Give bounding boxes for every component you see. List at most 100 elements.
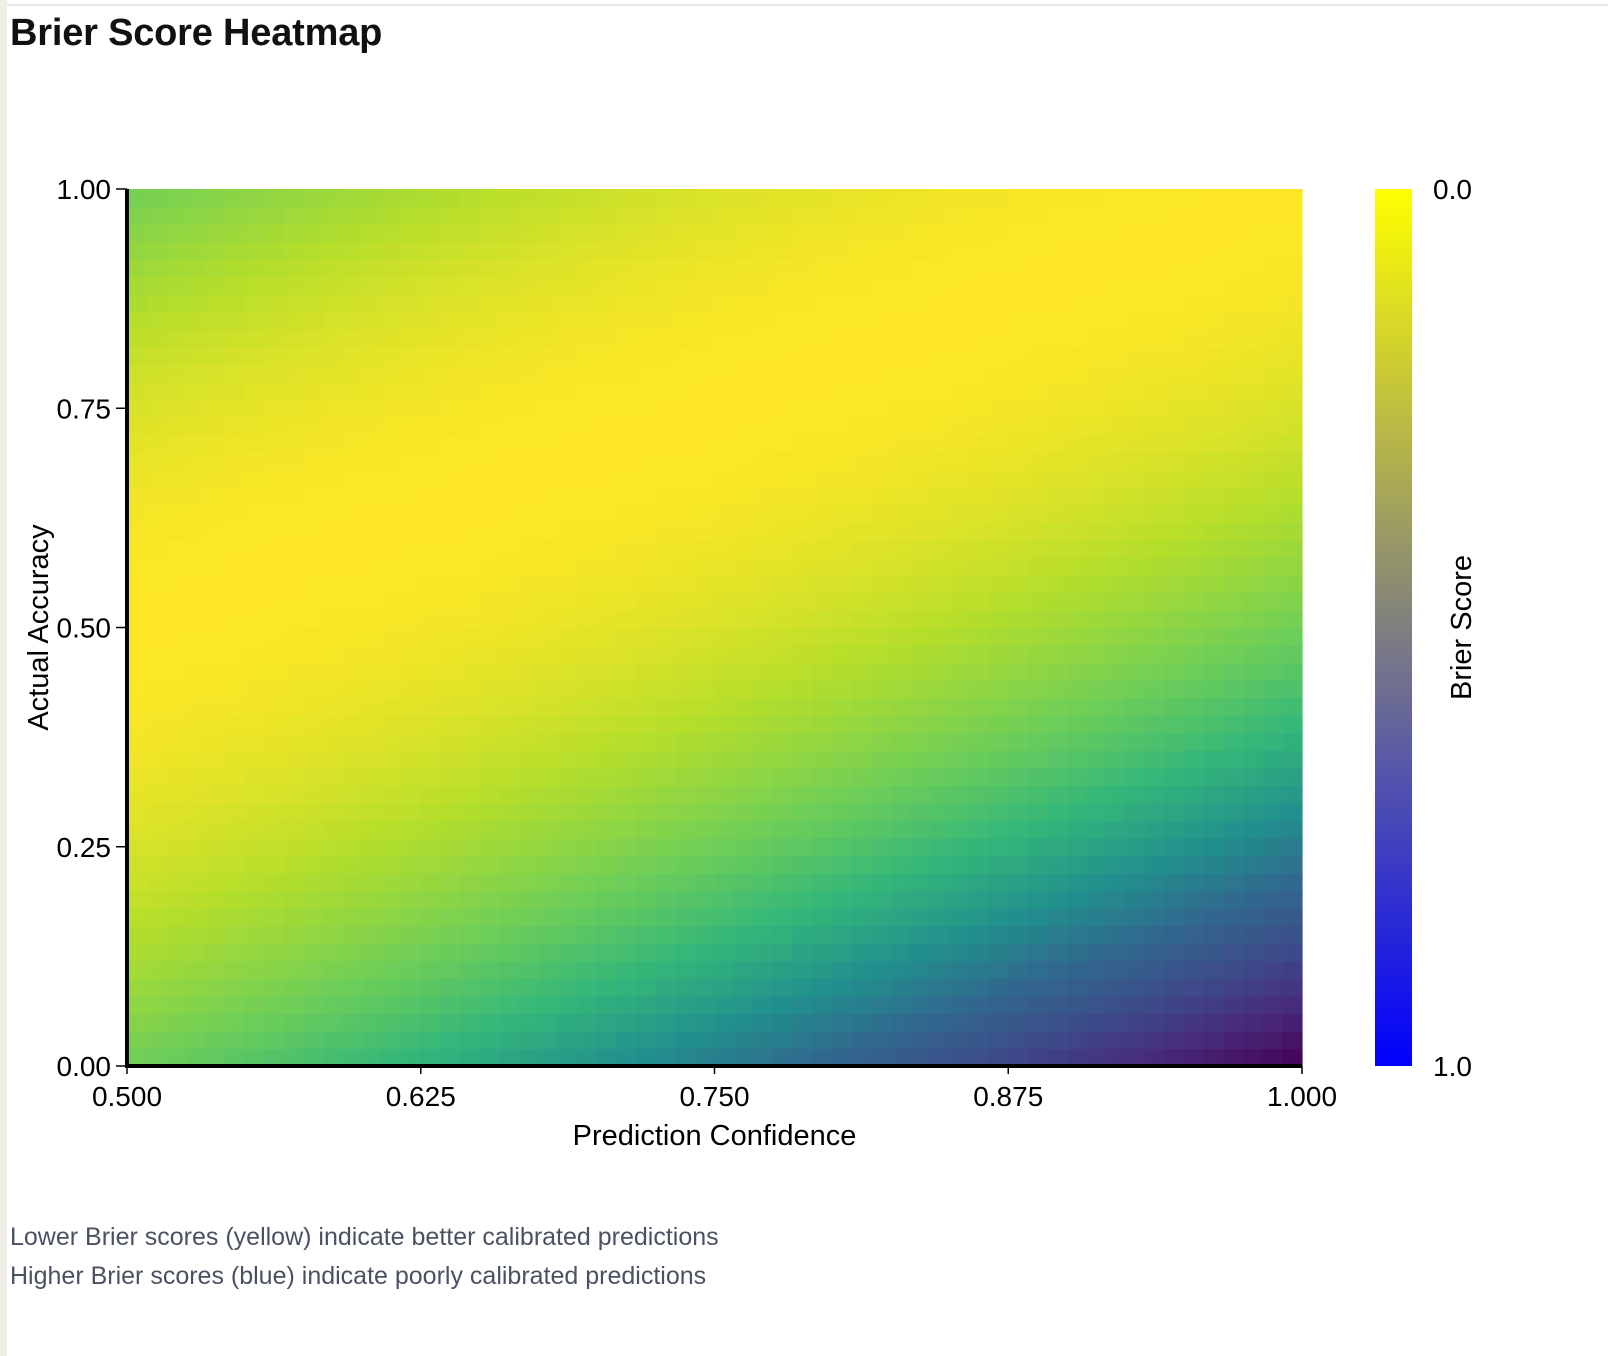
heatmap-cell (1125, 943, 1146, 962)
heatmap-cell (871, 662, 892, 681)
heatmap-cell (303, 224, 324, 243)
heatmap-cell (1008, 364, 1029, 383)
heatmap-cell (401, 978, 422, 997)
heatmap-cell (479, 645, 500, 664)
heatmap-cell (577, 329, 598, 348)
heatmap-cell (1106, 522, 1127, 541)
heatmap-cell (734, 715, 755, 734)
heatmap-cell (812, 399, 833, 418)
heatmap-cell (479, 434, 500, 453)
heatmap-cell (342, 469, 363, 488)
heatmap-cell (381, 645, 402, 664)
heatmap-cell (753, 627, 774, 646)
heatmap-cell (185, 487, 206, 506)
heatmap-cell (166, 417, 187, 436)
heatmap-cell (832, 329, 853, 348)
heatmap-cell (518, 890, 539, 909)
heatmap-cell (1145, 732, 1166, 751)
heatmap-cell (362, 592, 383, 611)
heatmap-cell (499, 767, 520, 786)
heatmap-cell (499, 697, 520, 716)
heatmap-cell (166, 346, 187, 365)
heatmap-cell (636, 960, 657, 979)
heatmap-cell (146, 680, 167, 699)
heatmap-cell (1008, 452, 1029, 471)
heatmap-cell (1223, 364, 1244, 383)
heatmap-cell (205, 697, 226, 716)
heatmap-cell (264, 224, 285, 243)
heatmap-cell (1184, 469, 1205, 488)
heatmap-cell (812, 925, 833, 944)
heatmap-cell (577, 574, 598, 594)
heatmap-cell (773, 925, 794, 944)
heatmap-cell (166, 750, 187, 769)
heatmap-cell (205, 592, 226, 611)
heatmap-cell (734, 802, 755, 822)
heatmap-cell (792, 662, 814, 681)
heatmap-cell (597, 206, 618, 225)
heatmap-cell (1164, 995, 1186, 1014)
heatmap-cell (832, 890, 853, 909)
heatmap-cell (753, 960, 774, 979)
heatmap-cell (910, 1013, 931, 1032)
heatmap-cell (459, 995, 481, 1014)
heatmap-cell (283, 452, 304, 471)
heatmap-cell (264, 294, 285, 313)
heatmap-cell (166, 645, 187, 664)
heatmap-cell (303, 1048, 324, 1067)
heatmap-cell (812, 469, 833, 488)
heatmap-cell (166, 978, 187, 997)
heatmap-cell (459, 329, 481, 348)
heatmap-cell (303, 873, 324, 892)
heatmap-cell (1125, 276, 1146, 295)
heatmap-cell (871, 855, 892, 874)
heatmap-cell (577, 417, 598, 436)
heatmap-cell (459, 645, 481, 664)
heatmap-cell (577, 1030, 598, 1050)
heatmap-cell (773, 750, 794, 769)
heatmap-cell (1223, 890, 1244, 909)
heatmap-cell (538, 381, 559, 401)
heatmap-cell (499, 890, 520, 909)
heatmap-cell (616, 399, 637, 418)
heatmap-cell (1223, 680, 1244, 699)
heatmap-cell (518, 259, 539, 278)
heatmap-cell (381, 417, 402, 436)
heatmap-cell (557, 1048, 579, 1067)
heatmap-cell (499, 417, 520, 436)
heatmap-cell (636, 802, 657, 822)
heatmap-cell (1106, 645, 1127, 664)
heatmap-cell (890, 241, 911, 260)
heatmap-cell (264, 802, 285, 822)
heatmap-cell (851, 785, 872, 804)
heatmap-cell (205, 978, 226, 997)
heatmap-cell (694, 995, 716, 1014)
heatmap-cell (1223, 785, 1244, 804)
heatmap-cell (1184, 1013, 1205, 1032)
heatmap-cell (303, 259, 324, 278)
heatmap-cell (792, 1013, 814, 1032)
heatmap-cell (1047, 873, 1068, 892)
heatmap-cell (1145, 399, 1166, 418)
heatmap-cell (949, 609, 970, 629)
heatmap-cell (1164, 732, 1186, 751)
heatmap-cell (224, 592, 246, 611)
heatmap-cell (969, 908, 990, 927)
heatmap-cell (1106, 189, 1127, 208)
heatmap-cell (714, 873, 735, 892)
heatmap-cell (773, 346, 794, 365)
heatmap-cell (597, 995, 618, 1014)
heatmap-cell (694, 1048, 716, 1067)
heatmap-cell (283, 522, 304, 541)
heatmap-cell (342, 294, 363, 313)
heatmap-cell (362, 206, 383, 225)
heatmap-cell (1164, 645, 1186, 664)
heatmap-cell (362, 978, 383, 997)
heatmap-cell (792, 680, 814, 699)
heatmap-cell (1106, 487, 1127, 506)
heatmap-cell (1262, 732, 1284, 751)
heatmap-cell (753, 329, 774, 348)
heatmap-cell (205, 417, 226, 436)
heatmap-cell (538, 978, 559, 997)
heatmap-cell (499, 504, 520, 523)
